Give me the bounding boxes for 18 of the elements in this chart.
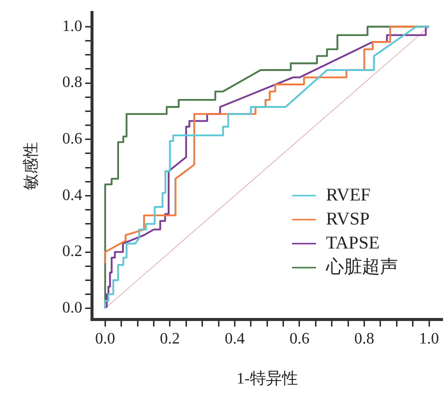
legend-label: RVSP: [326, 208, 370, 228]
x-tick-label: 0.4: [224, 330, 245, 348]
y-tick-label: 0.2: [62, 243, 82, 260]
legend-label: RVEF: [326, 184, 371, 204]
legend-label: TAPSE: [326, 232, 380, 252]
x-tick-label: 0.6: [289, 330, 310, 348]
x-tick-label: 0.2: [160, 330, 180, 348]
x-tick-label: 0.8: [354, 330, 374, 348]
x-tick-label: 1.0: [419, 330, 440, 348]
y-tick-label: 1.0: [62, 18, 82, 35]
y-axis-title: 敏感性: [22, 142, 40, 190]
y-tick-label: 0.4: [62, 186, 82, 204]
legend-label: 心脏超声: [325, 256, 398, 276]
x-tick-label: 0.0: [95, 330, 116, 348]
x-axis-title: 1-特异性: [236, 370, 298, 388]
y-tick-label: 0.6: [62, 130, 82, 148]
y-tick-label: 0.8: [62, 74, 82, 92]
y-tick-label: 0.0: [62, 300, 82, 317]
